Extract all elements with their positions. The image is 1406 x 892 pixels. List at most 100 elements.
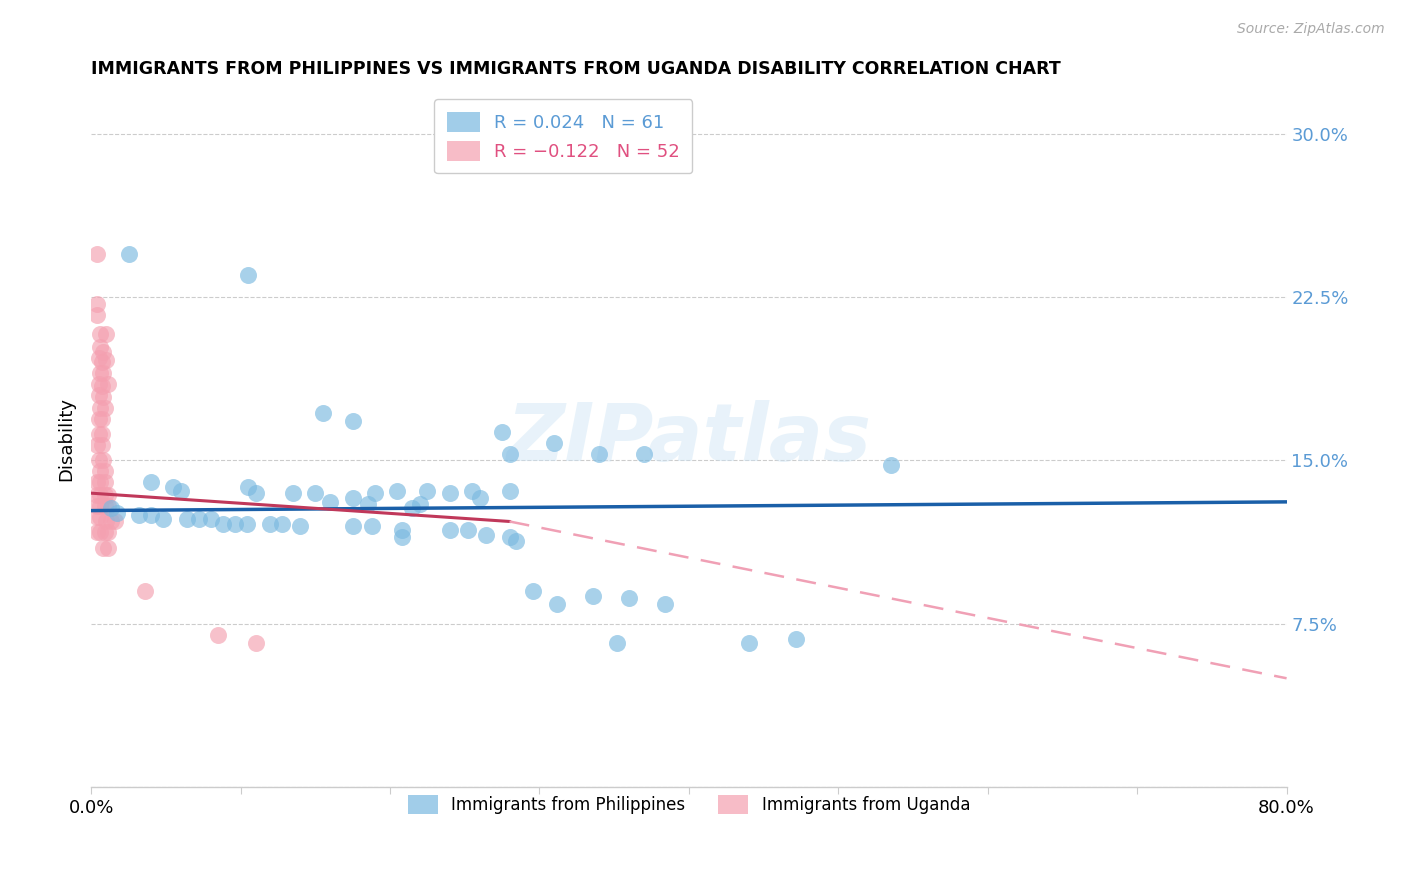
Point: [785, 632, 807, 646]
Point: [90, 438, 112, 452]
Point: [87, 351, 110, 366]
Point: [235, 516, 257, 531]
Point: [361, 518, 384, 533]
Point: [87, 453, 110, 467]
Point: [364, 486, 387, 500]
Point: [89, 464, 111, 478]
Point: [91, 344, 114, 359]
Point: [505, 534, 527, 549]
Point: [312, 406, 335, 420]
Point: [401, 501, 423, 516]
Point: [439, 523, 461, 537]
Point: [342, 518, 364, 533]
Point: [91, 390, 114, 404]
Point: [342, 414, 364, 428]
Point: [170, 483, 193, 498]
Point: [93, 475, 115, 490]
Point: [224, 516, 246, 531]
Point: [86, 296, 108, 310]
Point: [498, 483, 520, 498]
Point: [90, 427, 112, 442]
Point: [94, 353, 117, 368]
Point: [737, 636, 759, 650]
Point: [259, 516, 281, 531]
Point: [391, 523, 413, 537]
Point: [211, 516, 233, 531]
Point: [87, 388, 110, 402]
Point: [117, 246, 139, 260]
Point: [498, 447, 520, 461]
Point: [89, 367, 111, 381]
Point: [281, 486, 304, 500]
Point: [91, 367, 114, 381]
Point: [89, 488, 111, 502]
Point: [94, 327, 117, 342]
Point: [86, 488, 108, 502]
Point: [879, 458, 901, 472]
Point: [543, 436, 565, 450]
Point: [86, 510, 108, 524]
Point: [97, 541, 120, 555]
Point: [100, 515, 122, 529]
Point: [654, 597, 676, 611]
Point: [89, 475, 111, 490]
Point: [105, 506, 128, 520]
Point: [104, 515, 127, 529]
Text: IMMIGRANTS FROM PHILIPPINES VS IMMIGRANTS FROM UGANDA DISABILITY CORRELATION CHA: IMMIGRANTS FROM PHILIPPINES VS IMMIGRANT…: [91, 60, 1062, 78]
Point: [89, 340, 111, 354]
Point: [304, 486, 326, 500]
Point: [245, 486, 267, 500]
Point: [87, 377, 110, 392]
Point: [162, 480, 184, 494]
Point: [391, 530, 413, 544]
Point: [128, 508, 150, 522]
Point: [617, 591, 640, 605]
Point: [457, 523, 479, 537]
Point: [236, 268, 259, 283]
Point: [498, 530, 520, 544]
Point: [91, 541, 114, 555]
Y-axis label: Disability: Disability: [58, 397, 75, 481]
Point: [461, 483, 484, 498]
Point: [409, 497, 432, 511]
Point: [89, 327, 111, 342]
Point: [89, 500, 111, 514]
Point: [522, 584, 544, 599]
Point: [89, 525, 111, 540]
Point: [97, 377, 120, 392]
Text: ZIPatlas: ZIPatlas: [506, 400, 872, 478]
Point: [90, 355, 112, 369]
Point: [236, 480, 259, 494]
Point: [97, 525, 120, 540]
Point: [546, 597, 568, 611]
Point: [176, 512, 198, 526]
Point: [342, 491, 364, 505]
Point: [468, 491, 491, 505]
Point: [582, 589, 605, 603]
Point: [387, 483, 409, 498]
Point: [93, 488, 115, 502]
Point: [86, 475, 108, 490]
Point: [93, 525, 115, 540]
Point: [87, 412, 110, 426]
Point: [139, 508, 162, 522]
Point: [86, 308, 108, 322]
Point: [93, 500, 115, 514]
Point: [86, 500, 108, 514]
Point: [90, 412, 112, 426]
Point: [91, 453, 114, 467]
Point: [200, 512, 222, 526]
Point: [87, 427, 110, 442]
Point: [290, 518, 312, 533]
Point: [187, 512, 209, 526]
Point: [93, 464, 115, 478]
Point: [245, 636, 267, 650]
Legend: Immigrants from Philippines, Immigrants from Uganda: Immigrants from Philippines, Immigrants …: [398, 786, 980, 824]
Point: [633, 447, 655, 461]
Point: [491, 425, 513, 440]
Text: Source: ZipAtlas.com: Source: ZipAtlas.com: [1237, 22, 1385, 37]
Point: [100, 501, 122, 516]
Point: [86, 438, 108, 452]
Point: [416, 483, 439, 498]
Point: [588, 447, 610, 461]
